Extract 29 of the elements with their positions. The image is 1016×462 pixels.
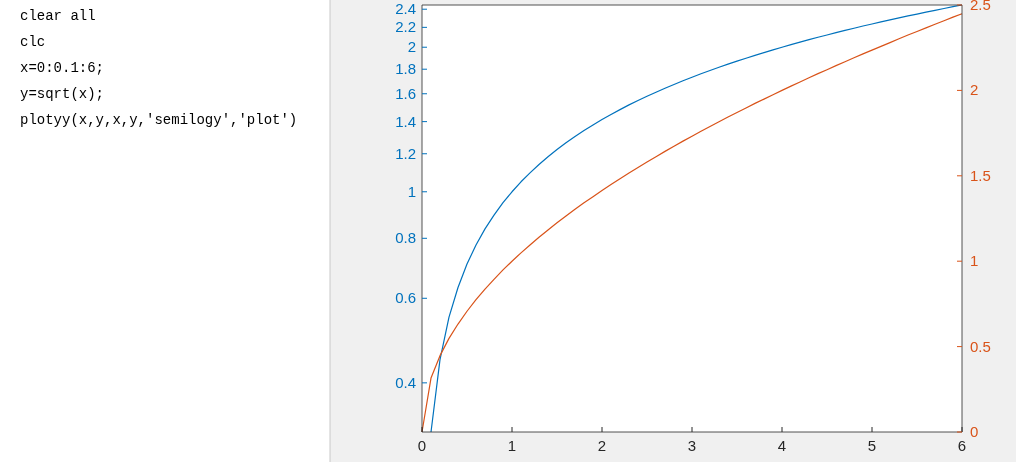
y-tick-label: 1.6	[395, 84, 416, 102]
x-tick-label: 6	[957, 437, 967, 454]
y-tick-label: 0.4	[395, 373, 416, 391]
y2-tick-label: 1.5	[970, 166, 991, 184]
y-tick-label: 0.6	[395, 289, 416, 307]
y-tick-label: 1	[407, 182, 416, 200]
text: clear all	[20, 8, 96, 24]
x-tick-label: 2	[597, 437, 607, 454]
y-tick-label: 2.4	[395, 0, 416, 18]
y2-tick-label: 0.5	[970, 337, 991, 355]
text: x=0:0.1:6;	[20, 60, 105, 76]
x-tick-label: 3	[687, 437, 697, 454]
x-tick-label: 0	[417, 437, 427, 454]
y2-tick-label: 1	[970, 252, 979, 270]
text: plotyy(x,y,x,y,'semilogy','plot')	[20, 112, 298, 128]
y2-tick-label: 0	[970, 423, 979, 440]
text: clc	[20, 34, 46, 50]
x-tick-label: 4	[777, 437, 787, 454]
y-tick-label: 1.4	[395, 112, 416, 130]
y2-tick-label: 2.5	[970, 0, 991, 13]
x-tick-label: 1	[507, 437, 517, 454]
x-tick-label: 5	[867, 437, 877, 454]
y-tick-label: 2.2	[395, 18, 416, 36]
text: y=sqrt(x);	[20, 86, 105, 102]
y2-tick-label: 2	[970, 81, 979, 99]
y-tick-label: 2	[407, 38, 416, 56]
y-tick-label: 1.8	[395, 60, 416, 78]
y-tick-label: 1.2	[395, 144, 416, 162]
y-tick-label: 0.8	[395, 229, 416, 247]
